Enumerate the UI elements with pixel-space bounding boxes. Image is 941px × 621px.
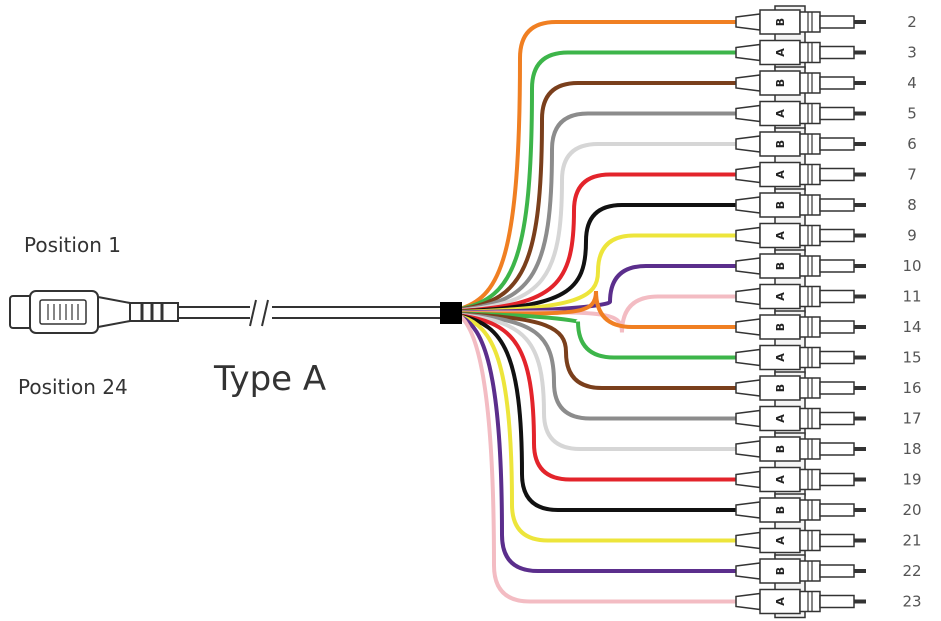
fiber-number-3: 3 bbox=[907, 44, 917, 62]
fiber-number-8: 8 bbox=[907, 196, 917, 214]
trunk-cable bbox=[178, 299, 440, 327]
fiber-number-20: 20 bbox=[902, 501, 921, 519]
fiber-4 bbox=[460, 81, 740, 312]
lc-connector-18 bbox=[735, 436, 866, 462]
fiber-number-9: 9 bbox=[907, 227, 917, 245]
lc-letter-5: A bbox=[774, 109, 787, 118]
fiber-number-23: 23 bbox=[902, 593, 921, 611]
lc-letter-22: B bbox=[774, 567, 787, 575]
lc-letter-8: B bbox=[774, 201, 787, 209]
lc-letter-7: A bbox=[774, 170, 787, 179]
lc-connector-14 bbox=[735, 314, 866, 340]
lc-letter-16: B bbox=[774, 384, 787, 392]
fiber-20 bbox=[460, 314, 740, 512]
fiber-10 bbox=[460, 264, 740, 315]
fiber-16 bbox=[460, 312, 740, 390]
lc-letter-3: A bbox=[774, 48, 787, 57]
fiber-number-15: 15 bbox=[902, 349, 921, 367]
fiber-number-14: 14 bbox=[902, 318, 921, 336]
fiber-23 bbox=[460, 315, 740, 604]
fiber-number-17: 17 bbox=[902, 410, 921, 428]
lc-letter-21: A bbox=[774, 536, 787, 545]
fiber-number-16: 16 bbox=[902, 379, 921, 397]
lc-letter-4: B bbox=[774, 79, 787, 87]
lc-connector-15 bbox=[735, 344, 866, 371]
lc-letter-6: B bbox=[774, 140, 787, 148]
lc-letter-18: B bbox=[774, 445, 787, 453]
position-24-label: Position 24 bbox=[18, 375, 128, 399]
fiber-7 bbox=[460, 172, 740, 313]
fiber-18 bbox=[460, 313, 740, 451]
fiber-number-22: 22 bbox=[902, 562, 921, 580]
breakout-boot bbox=[440, 302, 462, 324]
position-1-label: Position 1 bbox=[24, 233, 121, 257]
lc-connector-group: BABABABABABABABABABA23456789101114151617… bbox=[735, 5, 922, 619]
lc-connector-3 bbox=[735, 39, 866, 66]
lc-letter-17: A bbox=[774, 414, 787, 423]
fiber-19 bbox=[460, 313, 740, 482]
fiber-number-5: 5 bbox=[907, 105, 917, 123]
type-label: Type A bbox=[213, 359, 326, 399]
fiber-number-19: 19 bbox=[902, 471, 921, 489]
fiber-3 bbox=[460, 50, 740, 311]
lc-connector-22 bbox=[735, 558, 866, 584]
fiber-17 bbox=[460, 312, 740, 421]
fiber-number-10: 10 bbox=[902, 257, 921, 275]
lc-connector-6 bbox=[735, 131, 866, 157]
lc-connector-4 bbox=[735, 70, 866, 96]
lc-letter-9: A bbox=[774, 231, 787, 240]
mpo-connector bbox=[9, 290, 179, 334]
fiber-number-4: 4 bbox=[907, 74, 917, 92]
lc-connector-21 bbox=[735, 527, 866, 554]
fiber-5 bbox=[460, 111, 740, 312]
fiber-number-2: 2 bbox=[907, 13, 917, 31]
lc-connector-10 bbox=[735, 253, 866, 279]
lc-connector-11 bbox=[735, 283, 866, 310]
lc-connector-9 bbox=[735, 222, 866, 249]
lc-letter-14: B bbox=[774, 323, 787, 331]
fiber-number-21: 21 bbox=[902, 532, 921, 550]
lc-connector-17 bbox=[735, 405, 866, 432]
lc-connector-5 bbox=[735, 100, 866, 127]
lc-letter-11: A bbox=[774, 292, 787, 301]
fiber-21 bbox=[460, 314, 740, 543]
fiber-number-6: 6 bbox=[907, 135, 917, 153]
fiber-6 bbox=[460, 142, 740, 313]
fiber-8 bbox=[460, 203, 740, 314]
lc-letter-19: A bbox=[774, 475, 787, 484]
fiber-14 bbox=[460, 290, 740, 329]
fiber-number-18: 18 bbox=[902, 440, 921, 458]
fiber-number-11: 11 bbox=[902, 288, 921, 306]
lc-connector-8 bbox=[735, 192, 866, 218]
fiber-number-7: 7 bbox=[907, 166, 917, 184]
fiber-22 bbox=[460, 315, 740, 573]
fiber-15 bbox=[460, 311, 740, 360]
lc-connector-7 bbox=[735, 161, 866, 188]
fiber-group bbox=[460, 20, 740, 604]
lc-connector-19 bbox=[735, 466, 866, 493]
fiber-9 bbox=[460, 233, 740, 314]
lc-letter-2: B bbox=[774, 18, 787, 26]
lc-connector-2 bbox=[735, 9, 866, 35]
lc-connector-20 bbox=[735, 497, 866, 523]
lc-connector-23 bbox=[735, 588, 866, 615]
lc-connector-16 bbox=[735, 375, 866, 401]
lc-letter-10: B bbox=[774, 262, 787, 270]
lc-letter-15: A bbox=[774, 353, 787, 362]
fiber-2 bbox=[460, 20, 740, 311]
lc-letter-20: B bbox=[774, 506, 787, 514]
lc-letter-23: A bbox=[774, 597, 787, 606]
